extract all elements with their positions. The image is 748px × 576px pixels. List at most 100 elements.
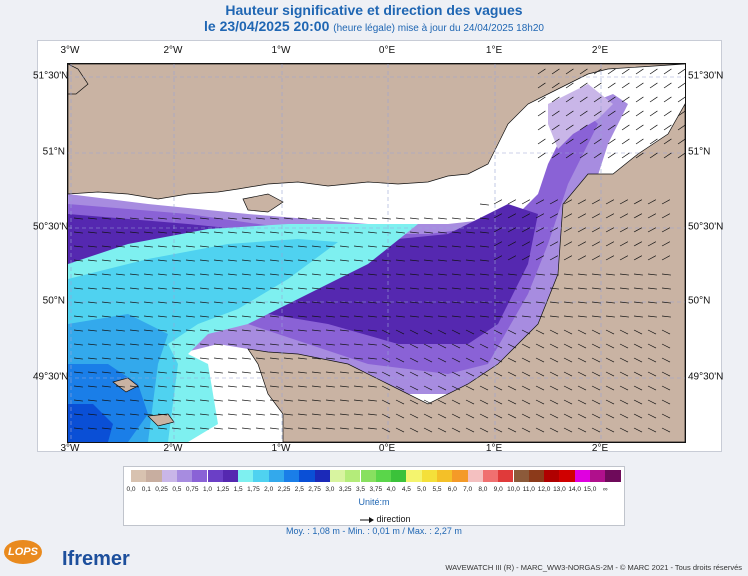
direction-arrow xyxy=(451,245,461,248)
direction-arrow xyxy=(579,82,588,89)
direction-arrow xyxy=(619,315,629,318)
direction-arrow xyxy=(423,245,433,248)
direction-arrow xyxy=(591,273,601,276)
direction-arrow xyxy=(269,427,279,430)
direction-arrow xyxy=(507,301,517,304)
direction-arrow xyxy=(311,315,321,318)
update-note: (heure légale) mise à jour du 24/04/2025… xyxy=(333,23,544,34)
direction-arrow xyxy=(283,427,293,430)
direction-arrow xyxy=(381,329,391,335)
lon-tick-label: 0°E xyxy=(378,443,396,454)
direction-arrow xyxy=(563,315,573,318)
wave-map[interactable] xyxy=(67,63,686,443)
direction-arrow xyxy=(493,213,503,219)
direction-arrow xyxy=(395,301,405,304)
direction-arrow xyxy=(395,231,405,234)
direction-arrow xyxy=(605,329,615,335)
direction-arrow xyxy=(339,231,349,234)
direction-arrow xyxy=(563,343,573,349)
direction-arrow xyxy=(521,427,531,433)
direction-arrow xyxy=(157,371,167,374)
legend-label: 13,0 xyxy=(553,486,566,493)
direction-arrow xyxy=(451,357,461,363)
direction-arrow xyxy=(409,273,419,276)
direction-arrow xyxy=(199,287,209,290)
direction-arrow xyxy=(591,227,601,233)
direction-arrow xyxy=(647,329,657,335)
direction-arrow xyxy=(451,217,461,220)
direction-arrow xyxy=(297,245,307,248)
legend-label: 1,5 xyxy=(233,486,243,493)
direction-arrow xyxy=(241,287,251,290)
direction-arrow xyxy=(353,371,363,374)
direction-arrow xyxy=(563,255,573,261)
direction-arrow xyxy=(101,231,111,234)
direction-arrow xyxy=(101,259,111,262)
direction-arrow xyxy=(227,399,237,402)
direction-arrow xyxy=(339,399,349,402)
direction-arrow xyxy=(479,371,489,377)
direction-arrow xyxy=(241,301,251,304)
direction-arrow xyxy=(157,385,167,388)
direction-arrow xyxy=(241,427,251,430)
direction-arrow xyxy=(591,301,601,304)
direction-arrow xyxy=(507,315,517,318)
direction-arrow xyxy=(479,287,489,290)
direction-arrow xyxy=(353,287,363,290)
direction-arrow xyxy=(649,138,658,145)
direction-arrow xyxy=(73,413,83,416)
direction-arrow xyxy=(549,427,559,433)
direction-arrow xyxy=(465,273,475,276)
direction-arrow xyxy=(395,315,405,318)
legend-swatch xyxy=(253,470,269,482)
direction-arrow xyxy=(521,399,531,405)
direction-arrow xyxy=(521,343,531,349)
direction-arrow xyxy=(493,241,503,247)
direction-arrow xyxy=(87,357,97,360)
direction-arrow xyxy=(241,245,251,248)
direction-arrow xyxy=(479,427,489,433)
direction-arrow xyxy=(647,273,657,276)
direction-arrow xyxy=(535,343,545,349)
direction-arrow xyxy=(535,227,545,233)
direction-arrow xyxy=(521,241,531,247)
direction-arrow xyxy=(381,357,391,363)
direction-arrow xyxy=(423,315,433,318)
direction-arrow xyxy=(437,315,447,318)
direction-arrow xyxy=(663,96,672,103)
direction-arrow xyxy=(507,413,517,419)
direction-arrow xyxy=(213,231,223,234)
lon-tick-label: 0°E xyxy=(378,45,396,56)
legend-label: 2,5 xyxy=(294,486,304,493)
direction-arrow xyxy=(591,413,601,419)
direction-arrow xyxy=(241,385,251,388)
direction-arrow xyxy=(157,427,167,430)
direction-arrow xyxy=(283,231,293,234)
direction-arrow xyxy=(605,343,615,349)
direction-arrow xyxy=(199,231,209,234)
direction-arrow xyxy=(605,227,615,233)
direction-arrow xyxy=(297,371,307,374)
direction-arrow xyxy=(227,357,237,360)
direction-arrow xyxy=(283,357,293,360)
direction-arrow xyxy=(633,287,643,290)
direction-arrow xyxy=(213,217,223,220)
direction-arrow xyxy=(297,217,307,220)
direction-arrow xyxy=(451,231,461,234)
direction-arrow xyxy=(87,413,97,416)
direction-arrow xyxy=(339,245,349,248)
direction-arrow xyxy=(241,343,251,346)
direction-arrow xyxy=(73,329,83,332)
direction-arrow xyxy=(101,287,111,290)
direction-arrow xyxy=(661,427,671,433)
direction-arrow xyxy=(297,357,307,360)
direction-arrow xyxy=(213,371,223,374)
direction-arrow xyxy=(325,399,335,402)
direction-arrow xyxy=(311,343,321,346)
direction-arrow xyxy=(87,245,97,248)
direction-arrow xyxy=(465,217,475,220)
direction-arrow xyxy=(409,231,419,234)
direction-arrow xyxy=(353,343,363,346)
direction-arrow xyxy=(185,371,195,374)
direction-arrow xyxy=(451,329,461,335)
